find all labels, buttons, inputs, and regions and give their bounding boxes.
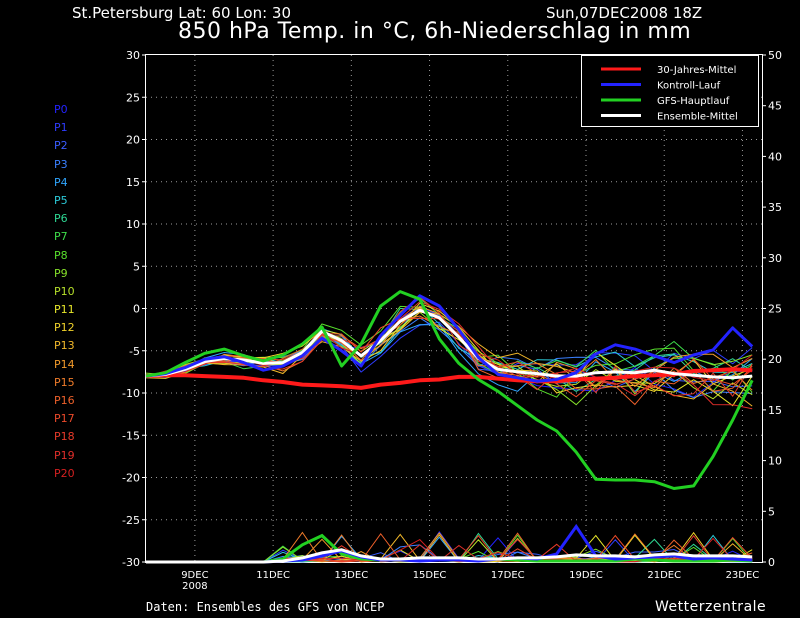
x-tick-label: 17DEC [491,570,525,581]
member-label: P3 [54,157,68,171]
brand-label: Wetterzentrale [655,599,767,615]
temp-line [145,308,753,380]
y-tick-label-left: -30 [122,556,140,569]
x-tick-label: 19DEC [569,570,603,581]
temp-line [145,367,753,390]
x-tick-label: 13DEC [334,570,368,581]
y-tick-label-right: 25 [768,303,782,316]
legend-label: Ensemble-Mittel [657,112,738,123]
legend: 30-Jahres-Mittel Kontroll-Lauf GFS-Hauptla… [581,55,759,127]
member-label: P0 [54,103,68,116]
y-tick-label-left: 20 [126,134,140,147]
precipitation-series [146,523,753,564]
y-tick-label-left: 0 [133,303,140,316]
y-tick-label-right: 10 [768,455,782,468]
member-label: P6 [54,212,68,226]
x-tick-label: 9DEC [181,570,208,581]
member-label: P20 [54,466,75,480]
legend-box [581,55,759,127]
y-tick-label-left: -10 [122,387,140,400]
y-tick-label-right: 20 [768,353,782,366]
x-tick-sublabel: 2008 [182,581,207,592]
legend-label: 30-Jahres-Mittel [657,65,736,76]
x-tick-label: 15DEC [413,570,447,581]
y-tick-label-right: 30 [768,252,782,265]
member-label: P1 [54,121,68,135]
member-label: P16 [54,394,75,407]
location-label: St.Petersburg Lat: 60 Lon: 30 [72,4,292,22]
member-label: P5 [54,193,68,207]
member-label: P12 [54,321,75,335]
member-label: P15 [54,375,75,389]
main-series [145,290,754,490]
y-tick-label-right: 15 [768,404,782,417]
member-label: P2 [54,139,68,153]
member-label: P13 [54,339,75,353]
member-label: P4 [54,175,68,189]
x-tick-label: 11DEC [256,570,290,581]
y-tick-label-right: 5 [768,505,775,518]
y-tick-label-left: 10 [126,218,140,231]
y-tick-label-right: 40 [768,150,782,163]
member-label: P14 [54,357,75,371]
data-source-note: Daten: Ensembles des GFS von NCEP [146,600,385,614]
y-tick-label-left: 5 [133,260,140,273]
member-label: P10 [54,284,75,298]
y-tick-label-left: 30 [126,49,140,62]
y-tick-label-right: 50 [768,49,782,62]
member-label: P8 [54,248,68,262]
legend-label: Kontroll-Lauf [657,81,721,92]
run-date-label: Sun,07DEC2008 18Z [546,4,703,22]
member-label: P19 [54,448,75,462]
x-tick-label: 23DEC [726,570,760,581]
member-label: P7 [54,230,68,244]
y-tick-label-left: -20 [122,472,140,485]
y-tick-label-left: 25 [126,91,140,104]
left-axis: 30 25 20 15 10 5 0 -5 -10 -15 -20 -25 -30 [122,49,146,569]
member-label: P11 [54,303,75,317]
x-tick-label: 21DEC [647,570,681,581]
y-tick-label-left: -5 [129,345,140,358]
member-label: P17 [54,412,75,426]
member-label: P9 [54,266,68,280]
ensemble-member-list: P0 P1 P2 P3 P4 P5 P6 P7 P8 P9 P10 P11 P12 P13 P14 P15 P1… [54,101,75,483]
y-tick-label-left: -25 [122,514,140,527]
y-tick-label-right: 0 [768,556,775,569]
member-temp-line [145,296,753,400]
legend-label: GFS-Hauptlauf [657,96,730,107]
y-tick-label-left: 15 [126,176,140,189]
y-tick-label-right: 35 [768,201,782,214]
precip-line [146,548,753,564]
chart-title: 850 hPa Temp. in °C, 6h-Niederschlag in … [178,19,692,44]
temp-line [145,290,754,490]
y-tick-label-right: 45 [768,100,782,113]
y-tick-label-left: -15 [122,429,140,442]
member-label: P18 [54,430,75,444]
temp-line [145,294,754,383]
